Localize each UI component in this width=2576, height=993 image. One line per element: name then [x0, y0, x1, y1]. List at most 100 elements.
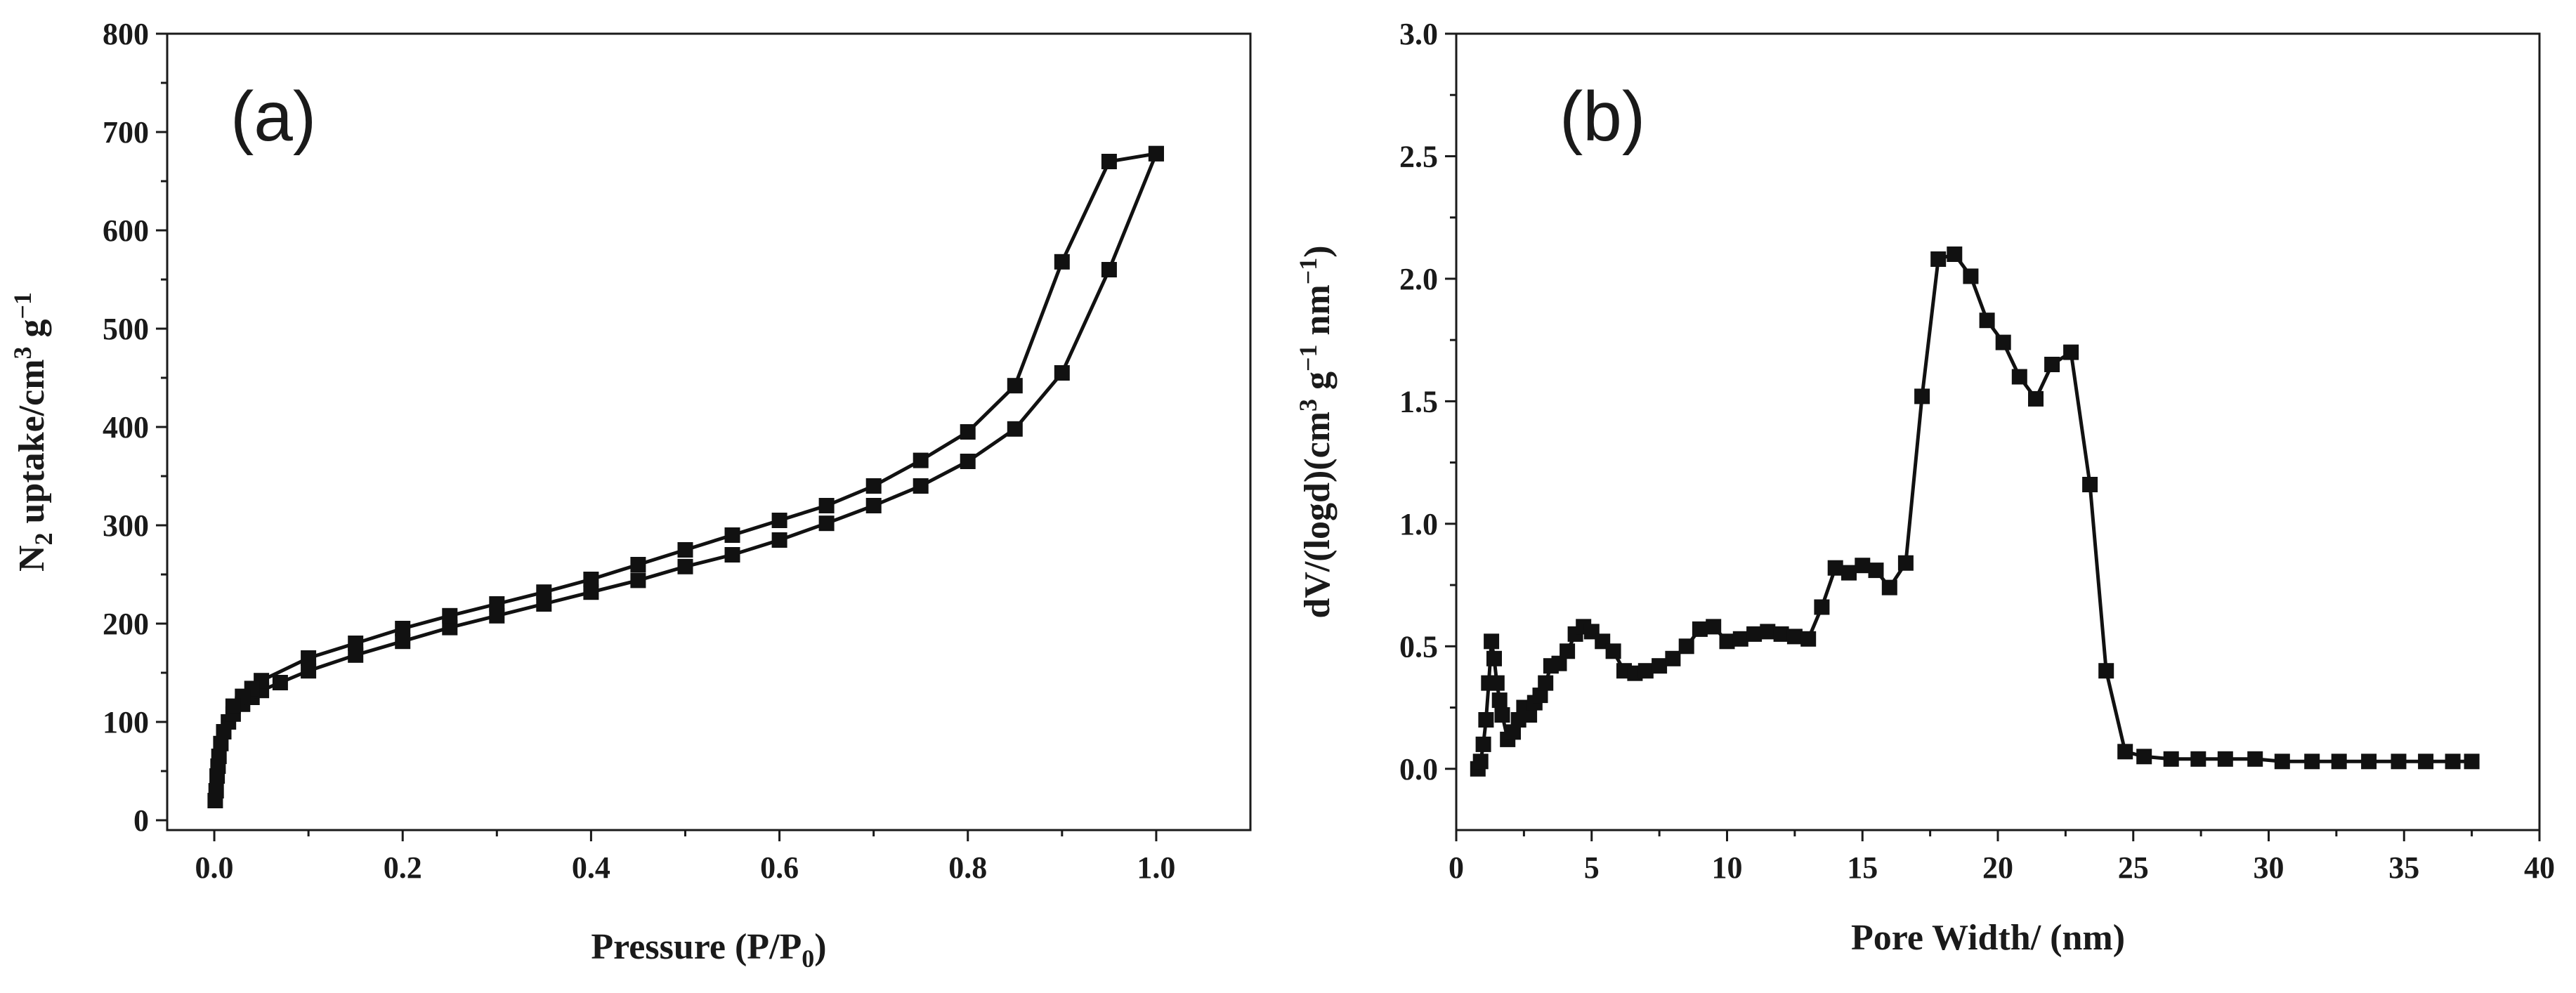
panel-b-data-point — [1538, 675, 1554, 691]
panel-b-y-axis-title-mid: g — [1297, 371, 1338, 399]
panel-b-data-point — [1930, 251, 1947, 267]
panel-b-y-tick-label: 2.5 — [1399, 139, 1438, 173]
panel-a-x-tick-label: 1.0 — [1137, 850, 1175, 885]
panel-b-data-point — [1665, 650, 1681, 666]
panel-a-data-point — [630, 572, 646, 588]
panel-b-x-tick-label: 20 — [1982, 850, 2013, 885]
panel-b-data-point — [1827, 560, 1843, 576]
panel-b-data-point — [2304, 754, 2320, 770]
panel-b-x-axis-title: Pore Width/ (nm) — [1851, 918, 2125, 958]
panel-b-data-point — [2011, 369, 2027, 385]
panel-b-data-point — [1855, 558, 1871, 574]
panel-a-data-point — [301, 650, 317, 666]
panel-b-data-point — [2063, 344, 2079, 360]
panel-b-data-point — [2391, 754, 2407, 770]
panel-a-data-point — [630, 557, 646, 572]
panel-b-data-point — [2136, 749, 2152, 765]
panel-a-series-group — [207, 145, 1164, 808]
panel-b-y-tick-label: 2.0 — [1399, 262, 1438, 296]
panel-a-y-tick-label: 600 — [103, 213, 149, 248]
panel-a-data-point — [536, 596, 552, 612]
panel-a-data-point — [536, 584, 552, 600]
panel-b-data-point — [1897, 555, 1914, 571]
panel-a-data-point — [1054, 365, 1070, 381]
panel-b-series-line-pore-size-distribution — [1476, 252, 2472, 770]
panel-b-data-point — [1484, 633, 1500, 650]
panel-b-data-point — [1786, 629, 1803, 645]
panel-b-data-point — [1773, 626, 1789, 642]
panel-b-data-point — [1522, 707, 1538, 723]
panel-a-y-ticks: 0 100 200 300 400 500 600 700 800 — [103, 17, 167, 838]
panel-b-y-axis-title-main: dV/(logd)(cm — [1297, 412, 1338, 619]
panel-a-data-point — [1054, 254, 1070, 270]
panel-a-plot-frame — [166, 32, 1252, 831]
panel-a-x-ticks: 0.0 0.2 0.4 0.6 0.8 1.0 — [195, 830, 1175, 885]
panel-a-data-point — [489, 607, 505, 624]
panel-b-y-axis-title-sup2: −1 — [1294, 344, 1322, 371]
panel-a-x-tick-label: 0.4 — [572, 850, 610, 885]
panel-b-x-tick-label: 5 — [1584, 850, 1600, 885]
panel-a-data-point — [913, 478, 929, 494]
panel-b-data-point — [1678, 638, 1694, 655]
panel-b-data-point — [2028, 390, 2044, 407]
panel-b-data-point — [2217, 751, 2233, 767]
panel-b-series-group — [1470, 246, 2480, 777]
panel-b-data-point — [1489, 675, 1505, 691]
panel-b-data-point — [1605, 643, 1621, 659]
panel-b-data-point — [2361, 754, 2377, 770]
panel-a-data-point — [208, 783, 224, 798]
panel-a-y-tick-label: 400 — [103, 410, 149, 445]
panel-b-data-point — [1486, 650, 1502, 666]
panel-b-data-point — [1652, 658, 1668, 674]
panel-b-data-point — [1995, 334, 2011, 350]
panel-b-y-axis-title-mid2: nm — [1297, 284, 1338, 344]
panel-a-data-point — [913, 452, 929, 468]
panel-a-data-point — [677, 542, 693, 558]
panel-a-data-point — [489, 596, 505, 612]
panel-a-x-axis-title-main: Pressure (P/P — [591, 927, 802, 967]
panel-b-y-tick-label: 0.5 — [1399, 629, 1438, 664]
panel-b-x-ticks: 0 5 10 15 20 25 30 35 40 — [1449, 830, 2555, 885]
panel-a-data-point — [818, 498, 835, 513]
panel-b-data-point — [1841, 565, 1857, 581]
panel-b-data-point — [2247, 751, 2263, 767]
panel-b-data-point — [2190, 751, 2206, 767]
panel-a-data-point — [960, 454, 976, 469]
panel-b-data-point — [2418, 754, 2434, 770]
panel-b-y-axis-title-end: ) — [1297, 245, 1338, 257]
panel-a-y-tick-label: 500 — [103, 312, 149, 346]
panel-b-y-tick-label: 3.0 — [1399, 17, 1438, 51]
panel-b-data-point — [1719, 633, 1735, 650]
panel-a-x-axis-title: Pressure (P/P0) — [591, 927, 826, 973]
panel-a-label: (a) — [230, 77, 316, 156]
panel-b-data-point — [1963, 268, 1979, 284]
panel-b-data-point — [1979, 313, 1995, 329]
panel-b-data-point — [1732, 631, 1748, 647]
panel-b-data-point — [2098, 663, 2114, 679]
panel-a-data-point — [818, 515, 835, 532]
panel-b-y-axis-title-sup3: −1 — [1294, 258, 1322, 285]
panel-a-y-axis-title-unit-sup: −1 — [8, 292, 37, 320]
panel-a-data-point — [583, 572, 599, 587]
panel-a-x-tick-label: 0.8 — [948, 850, 987, 885]
panel-a-data-point — [442, 619, 458, 636]
panel-a: 0.0 0.2 0.4 0.6 0.8 1.0 0 100 200 300 400 500 600 70… — [8, 17, 1252, 973]
panel-b-data-point — [1478, 712, 1494, 728]
panel-a-y-tick-label: 0 — [133, 803, 149, 838]
panel-b-data-point — [1560, 643, 1576, 659]
panel-b-label: (b) — [1560, 77, 1645, 156]
panel-a-x-tick-label: 0.6 — [760, 850, 799, 885]
panel-b-data-point — [1746, 626, 1763, 642]
panel-b-data-point — [1475, 736, 1491, 752]
panel-a-y-axis-title-mid: uptake/cm — [12, 359, 52, 532]
panel-a-series-line-adsorption — [213, 152, 1158, 801]
panel-b-x-tick-label: 0 — [1449, 850, 1464, 885]
panel-b-data-point — [1814, 599, 1830, 615]
panel-a-data-point — [211, 749, 227, 764]
panel-b-x-tick-label: 30 — [2254, 850, 2284, 885]
panel-a-data-point — [348, 647, 364, 663]
panel-b-data-point — [2464, 754, 2480, 770]
panel-a-x-axis-title-end: ) — [814, 927, 826, 967]
panel-b-data-point — [2274, 754, 2290, 770]
